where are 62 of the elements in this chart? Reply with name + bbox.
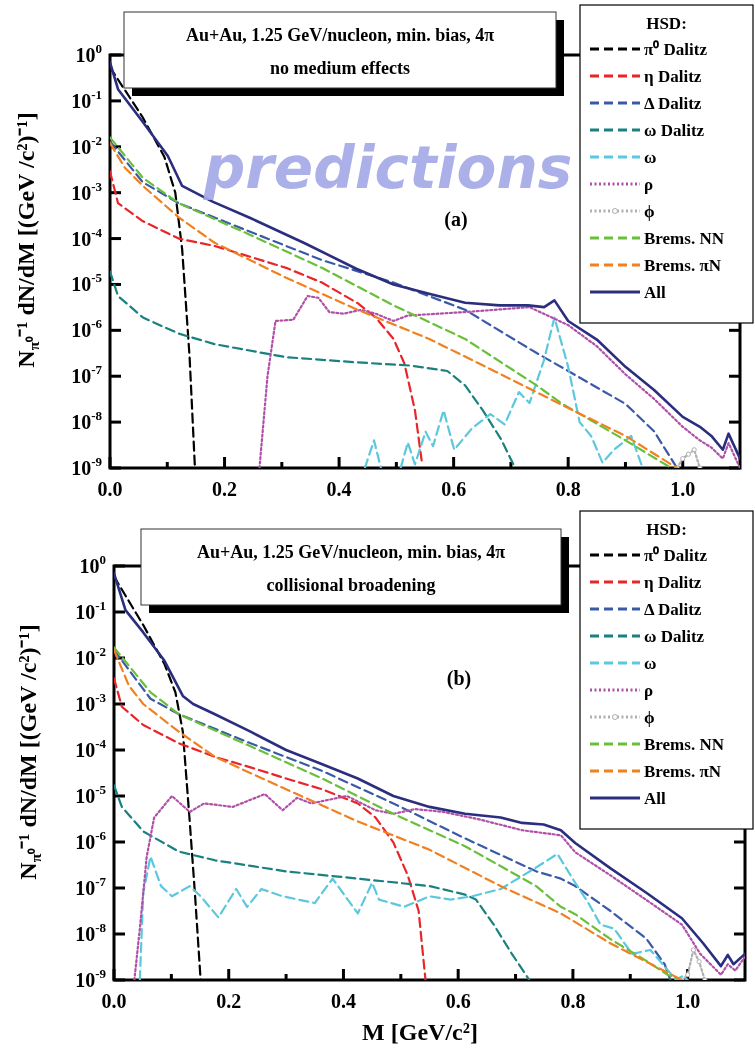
legend-label: π⁰ Dalitz [644, 40, 708, 59]
y-tick-label: 10$^{-5}$ [71, 270, 103, 296]
legend-label: η Dalitz [644, 67, 702, 86]
y-tick-label: 10$^{-5}$ [75, 782, 107, 807]
y-tick-label: 10$^{-8}$ [71, 408, 103, 434]
annotation: (a) [444, 208, 468, 231]
legend-title: HSD: [646, 520, 687, 539]
legend-label: π⁰ Dalitz [644, 546, 708, 565]
x-tick-label: 0.6 [441, 478, 467, 500]
y-tick-label: 10$^{-6}$ [71, 316, 103, 342]
x-tick-label: 0.0 [97, 478, 123, 500]
annotation: (b) [446, 667, 472, 690]
y-tick-label: 10$^{-7}$ [75, 874, 107, 899]
x-tick-label: 0.8 [555, 478, 581, 500]
y-tick-label: 10$^{-1}$ [71, 86, 102, 112]
legend-label: Brems. πN [644, 256, 722, 275]
y-tick-label: 10$^{-4}$ [75, 736, 107, 761]
x-axis-title: M [GeV/c²] [362, 1019, 478, 1045]
x-tick-label: 0.2 [212, 478, 238, 500]
chart-title: Au+Au, 1.25 GeV/nucleon, min. bias, 4π [185, 25, 495, 45]
legend-label: Brems. πN [644, 762, 722, 781]
y-tick-label: 10$^{-3}$ [71, 178, 103, 204]
chart-title: Au+Au, 1.25 GeV/nucleon, min. bias, 4π [196, 542, 506, 562]
legend-label: ϕ [644, 708, 655, 727]
y-tick-label: 10$^{-4}$ [71, 224, 103, 250]
x-tick-label: 0.6 [445, 990, 471, 1012]
y-tick-label: 10$^{0}$ [75, 41, 102, 66]
y-tick-label: 10$^{0}$ [79, 552, 106, 577]
y-tick-label: 10$^{-9}$ [75, 966, 107, 991]
legend-label: Δ Dalitz [644, 600, 702, 619]
y-tick-label: 10$^{-9}$ [71, 454, 103, 479]
annotation: predictions [202, 134, 573, 202]
chart-subtitle: no medium effects [270, 58, 410, 78]
legend-label: Brems. NN [644, 735, 725, 754]
legend-label: ϕ [644, 202, 655, 221]
legend-label: η Dalitz [644, 573, 702, 592]
text: collisional broadening [266, 575, 436, 595]
y-tick-label: 10$^{-3}$ [75, 690, 107, 715]
legend-label: ρ [644, 175, 654, 194]
legend-label: ω Dalitz [644, 627, 705, 646]
legend-label: ω [644, 654, 657, 673]
y-tick-label: 10$^{-6}$ [75, 828, 107, 853]
legend-label: ω [644, 148, 657, 167]
y-tick-label: 10$^{-7}$ [71, 362, 103, 388]
legend-label: All [644, 789, 666, 808]
y-tick-label: 10$^{-2}$ [71, 132, 102, 158]
y-tick-label: 10$^{-8}$ [75, 920, 107, 945]
x-tick-label: 0.4 [326, 478, 352, 500]
y-tick-label: 10$^{-2}$ [75, 644, 106, 669]
legend-title: HSD: [646, 14, 687, 33]
x-tick-label: 0.0 [101, 990, 127, 1012]
x-tick-label: 1.0 [675, 990, 701, 1012]
legend-label: Δ Dalitz [644, 94, 702, 113]
x-tick-label: 0.2 [216, 990, 242, 1012]
y-tick-label: 10$^{-1}$ [75, 598, 106, 623]
legend-label: ρ [644, 681, 654, 700]
x-tick-label: 1.0 [670, 478, 696, 500]
x-tick-label: 0.4 [330, 990, 356, 1012]
legend-label: Brems. NN [644, 229, 725, 248]
legend-label: All [644, 283, 666, 302]
x-tick-label: 0.8 [560, 990, 586, 1012]
legend-label: ω Dalitz [644, 121, 705, 140]
